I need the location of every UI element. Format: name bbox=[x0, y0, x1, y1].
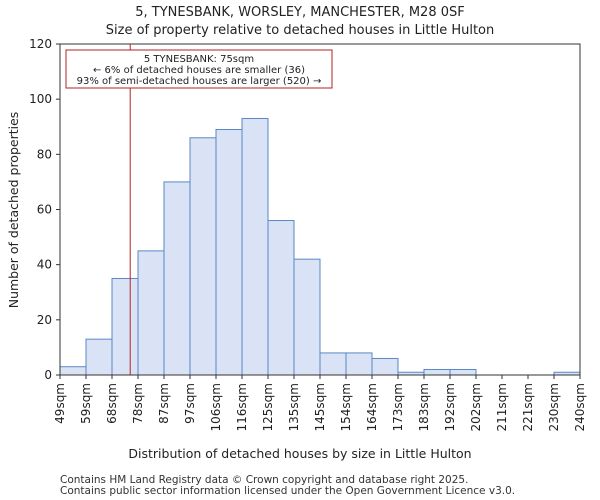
x-tick-label: 106sqm bbox=[209, 383, 223, 431]
bar-154sqm bbox=[345, 352, 373, 376]
y-tick-label: 120 bbox=[29, 37, 52, 51]
bar-116sqm bbox=[241, 117, 269, 376]
x-tick-label: 49sqm bbox=[53, 383, 67, 424]
bar-145sqm bbox=[319, 352, 347, 376]
chart-subtitle: Size of property relative to detached ho… bbox=[106, 23, 495, 38]
y-tick-label: 80 bbox=[37, 147, 52, 161]
annotation-line-3: 93% of semi-detached houses are larger (… bbox=[77, 76, 322, 87]
annotation-line-1: 5 TYNESBANK: 75sqm bbox=[144, 54, 254, 65]
bar-87sqm bbox=[163, 181, 191, 376]
y-ticks-group: 0 20 40 60 80 100 120 bbox=[29, 37, 60, 382]
x-tick-label: 173sqm bbox=[391, 383, 405, 431]
chart-title: 5, TYNESBANK, WORSLEY, MANCHESTER, M28 0… bbox=[135, 5, 464, 20]
bar-97sqm bbox=[189, 137, 217, 376]
bar-164sqm bbox=[371, 357, 399, 376]
x-tick-label: 221sqm bbox=[521, 383, 535, 431]
x-tick-label: 116sqm bbox=[235, 383, 249, 431]
annotation-box: 5 TYNESBANK: 75sqm ← 6% of detached hous… bbox=[65, 49, 333, 89]
x-tick-label: 183sqm bbox=[417, 383, 431, 431]
x-tick-label: 202sqm bbox=[469, 383, 483, 431]
bar-49sqm bbox=[59, 366, 87, 376]
x-tick-label: 125sqm bbox=[261, 383, 275, 431]
x-tick-label: 154sqm bbox=[339, 383, 353, 431]
x-tick-label: 164sqm bbox=[365, 383, 379, 431]
bar-135sqm bbox=[293, 258, 321, 376]
plot-frame bbox=[59, 43, 581, 376]
bar-125sqm bbox=[267, 220, 295, 376]
x-tick-label: 59sqm bbox=[79, 383, 93, 424]
bar-183sqm bbox=[423, 368, 451, 376]
x-tick-label: 135sqm bbox=[287, 383, 301, 431]
footer-line-1: Contains HM Land Registry data © Crown c… bbox=[60, 474, 468, 486]
annotation-line-2: ← 6% of detached houses are smaller (36) bbox=[93, 65, 305, 76]
x-tick-label: 68sqm bbox=[105, 383, 119, 424]
bar-106sqm bbox=[215, 129, 243, 376]
x-tick-label: 87sqm bbox=[157, 383, 171, 424]
x-tick-label: 78sqm bbox=[131, 383, 145, 424]
x-tick-label: 97sqm bbox=[183, 383, 197, 424]
bars-group bbox=[59, 117, 581, 376]
y-tick-label: 60 bbox=[37, 203, 52, 217]
bar-59sqm bbox=[85, 338, 113, 376]
x-ticks-group: 49sqm 59sqm 68sqm 78sqm 87sqm 97sqm 106sqm 116s… bbox=[53, 375, 587, 431]
bar-78sqm bbox=[137, 250, 165, 376]
y-tick-label: 100 bbox=[29, 92, 52, 106]
y-tick-label: 20 bbox=[37, 313, 52, 327]
x-tick-label: 192sqm bbox=[443, 383, 457, 431]
bar-68sqm bbox=[111, 277, 139, 376]
x-axis-label: Distribution of detached houses by size … bbox=[128, 446, 471, 461]
y-tick-label: 0 bbox=[44, 368, 52, 382]
x-tick-label: 211sqm bbox=[495, 383, 509, 431]
x-tick-label: 230sqm bbox=[547, 383, 561, 431]
y-axis-label: Number of detached properties bbox=[6, 112, 21, 309]
bar-192sqm bbox=[449, 368, 477, 376]
x-tick-label: 145sqm bbox=[313, 383, 327, 431]
y-tick-label: 40 bbox=[37, 258, 52, 272]
x-tick-label: 240sqm bbox=[573, 383, 587, 431]
footer-line-2: Contains public sector information licen… bbox=[60, 485, 515, 497]
annotation-frame bbox=[65, 49, 333, 89]
